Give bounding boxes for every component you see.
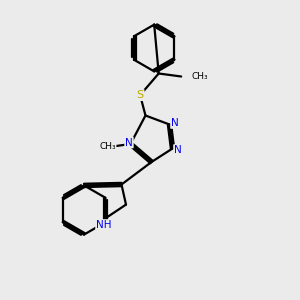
Text: CH₃: CH₃ xyxy=(192,72,208,81)
Text: CH₃: CH₃ xyxy=(99,142,116,152)
Text: NH: NH xyxy=(96,220,112,230)
Text: N: N xyxy=(171,118,179,128)
Text: N: N xyxy=(125,137,133,148)
Text: N: N xyxy=(174,145,182,155)
Text: S: S xyxy=(136,90,144,100)
